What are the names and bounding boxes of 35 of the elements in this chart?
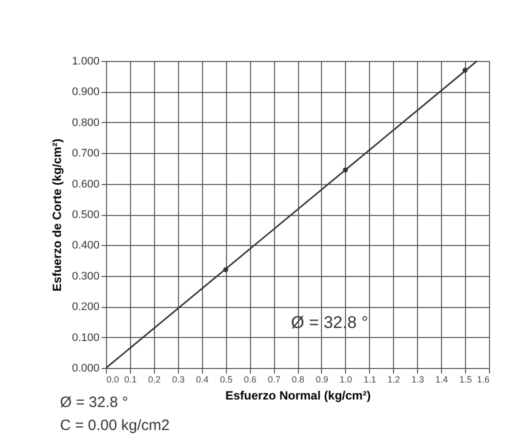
point	[462, 68, 468, 73]
x-tick-label: 1.4	[435, 374, 448, 384]
x-tick-label: 0.9	[316, 374, 328, 384]
x-axis-title: Esfuerzo Normal (kg/cm²)	[225, 388, 371, 402]
y-tick-label: 0.200	[72, 301, 100, 314]
point	[342, 167, 348, 172]
y-tick-label: 0.100	[72, 332, 100, 344]
y-tick-label: 0.300	[72, 270, 100, 282]
x-tick-label: 0.5	[220, 374, 232, 384]
y-tick-label: 0.700	[72, 148, 100, 160]
y-tick-label: 0.400	[72, 240, 100, 252]
y-tick-label: 0.500	[72, 209, 100, 221]
x-tick-label: 0.4	[196, 374, 209, 384]
x-tick-label: 1.2	[387, 374, 400, 384]
point	[223, 267, 228, 272]
y-tick-label: 1.000	[72, 56, 100, 68]
x-tick-label: 1.6	[476, 374, 490, 384]
x-tick-label: 1.0	[340, 374, 352, 384]
text: Ø = 32.8 °	[60, 394, 128, 411]
x-tick-label: 0.8	[292, 374, 304, 384]
y-tick-label: 0.000	[72, 362, 100, 374]
y-tick-label: 0.600	[72, 178, 100, 190]
y-tick-label: 0.900	[72, 86, 100, 98]
text: C = 0.00 kg/cm2	[60, 417, 170, 434]
x-tick-label: 0.6	[244, 374, 256, 384]
x-tick-label: 0.2	[148, 374, 161, 384]
x-tick-label: 1.3	[411, 374, 424, 384]
x-tick-label: 0.7	[268, 374, 280, 384]
x-tick-label: 0.3	[172, 374, 185, 384]
x-tick-label: 0.0	[106, 374, 120, 384]
x-tick-label: 0.1	[124, 374, 137, 384]
x-tick-label: 1.5	[459, 374, 472, 384]
x-tick-label: 1.1	[364, 374, 376, 384]
y-axis-title: Esfuerzo de Corte (kg/cm²)	[50, 138, 64, 292]
y-tick-label: 0.800	[72, 116, 100, 129]
